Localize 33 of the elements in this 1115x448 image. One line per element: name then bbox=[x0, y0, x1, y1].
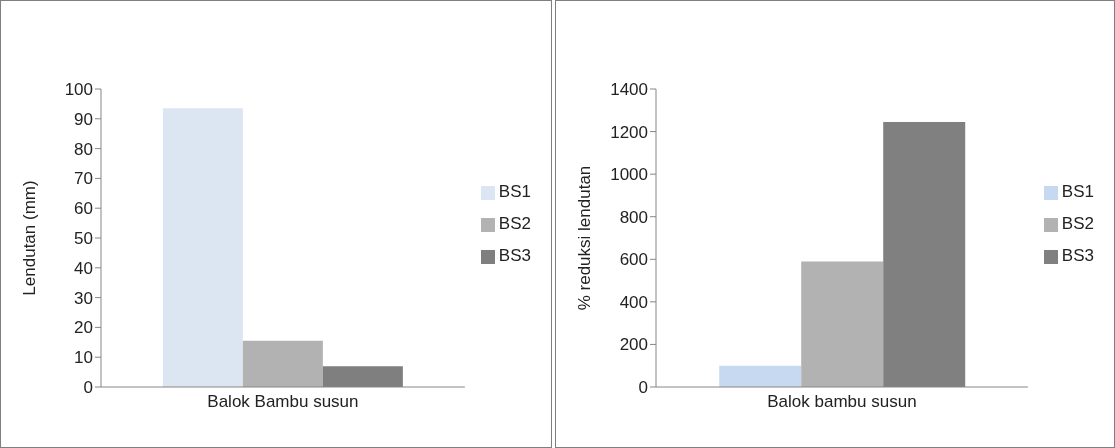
y-tick-label: 40 bbox=[74, 258, 93, 278]
y-tick-label: 60 bbox=[74, 199, 93, 219]
legend-label: BS2 bbox=[1061, 214, 1094, 233]
y-axis-title: % reduksi lendutan bbox=[575, 165, 595, 311]
x-tick-label: Balok Bambu susun bbox=[207, 392, 359, 412]
x-tick-label: Balok bambu susun bbox=[767, 392, 917, 412]
y-tick-label: 10 bbox=[74, 348, 93, 368]
bar bbox=[719, 365, 802, 387]
y-axis-title: Lendutan (mm) bbox=[20, 180, 40, 296]
y-tick-label: 20 bbox=[74, 318, 93, 338]
y-tick-label: 600 bbox=[619, 250, 648, 270]
legend-label: BS1 bbox=[498, 182, 531, 201]
y-tick-label: 800 bbox=[619, 207, 648, 227]
y-tick-label: 0 bbox=[638, 378, 648, 398]
y-tick-label: 50 bbox=[74, 229, 93, 249]
bar bbox=[801, 261, 884, 387]
y-tick-label: 1200 bbox=[610, 122, 648, 142]
bar bbox=[242, 340, 323, 387]
y-tick-label: 200 bbox=[619, 335, 648, 355]
legend-label: BS3 bbox=[1061, 246, 1094, 265]
y-tick-label: 1400 bbox=[610, 80, 648, 100]
legend-label: BS2 bbox=[498, 214, 531, 233]
legend-label: BS1 bbox=[1061, 182, 1094, 201]
y-tick-label: 80 bbox=[74, 139, 93, 159]
legend-label: BS3 bbox=[498, 246, 531, 265]
y-tick-label: 90 bbox=[74, 109, 93, 129]
y-tick-label: 30 bbox=[74, 288, 93, 308]
y-tick-label: 400 bbox=[619, 292, 648, 312]
bar bbox=[162, 108, 243, 387]
y-tick-label: 70 bbox=[74, 169, 93, 189]
y-tick-label: 100 bbox=[64, 80, 93, 100]
y-tick-label: 1000 bbox=[610, 165, 648, 185]
y-tick-label: 0 bbox=[83, 378, 93, 398]
